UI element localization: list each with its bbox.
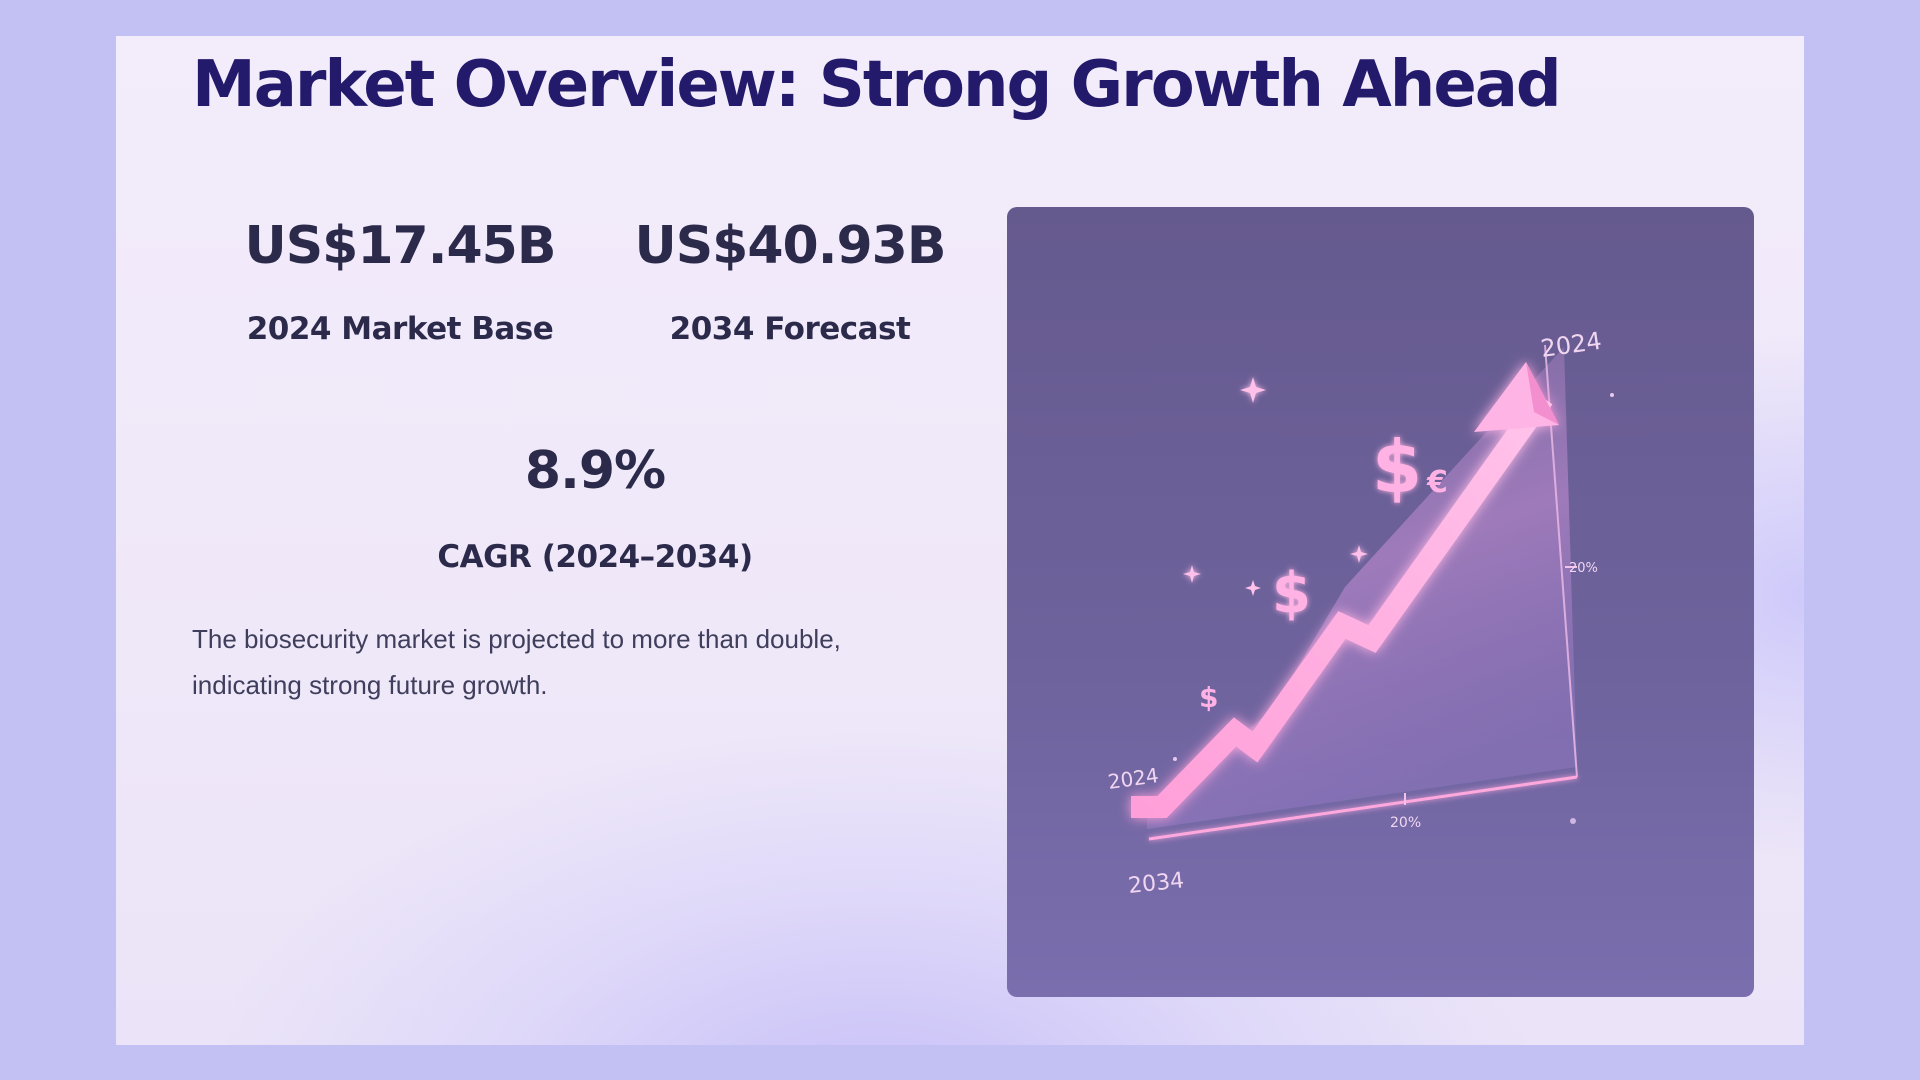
illustration-label-bottom: 2034: [1127, 868, 1185, 899]
sparkle-icon: [1350, 545, 1368, 563]
sparkle-icon: [1183, 565, 1201, 583]
illustration-label-bottom-axis: 20%: [1390, 815, 1421, 831]
sparkle-icon: [1240, 377, 1266, 403]
sparkle-dot: [1173, 757, 1177, 761]
euro-icon: €: [1426, 465, 1448, 500]
dollar-icon: $: [1372, 425, 1422, 509]
growth-arrow: [1131, 362, 1559, 818]
sparkle-icon: [1245, 580, 1261, 596]
stat-label-forecast: 2034 Forecast: [669, 311, 911, 347]
description-text: The biosecurity market is projected to m…: [192, 624, 841, 700]
horizontal-axis-line: [1148, 775, 1578, 841]
illustration-label-top-right: 2024: [1539, 327, 1603, 363]
slide: Market Overview: Strong Growth Ahead US$…: [116, 36, 1804, 1045]
page-title: Market Overview: Strong Growth Ahead: [192, 48, 1562, 122]
growth-illustration: $ € $ $ 2024 2024 2034 20% 20%: [1007, 207, 1754, 997]
dollar-icon: $: [1199, 681, 1218, 714]
illustration-label-right-axis: 20%: [1569, 561, 1598, 576]
stat-value-cagr: 8.9%: [524, 441, 666, 501]
stat-value-forecast: US$40.93B: [634, 216, 947, 276]
growth-chart-illustration: $ € $ $ 2024 2024 2034 20% 20%: [1106, 327, 1614, 899]
stat-label-cagr: CAGR (2024–2034): [437, 539, 753, 575]
sparkle-dot: [1570, 818, 1576, 824]
stat-label-market-base: 2024 Market Base: [246, 311, 554, 347]
stat-value-market-base: US$17.45B: [244, 216, 557, 276]
growth-area: [1147, 347, 1577, 829]
dollar-icon: $: [1272, 561, 1311, 626]
sparkle-dot: [1610, 393, 1614, 397]
illustration-label-left: 2024: [1106, 763, 1160, 794]
